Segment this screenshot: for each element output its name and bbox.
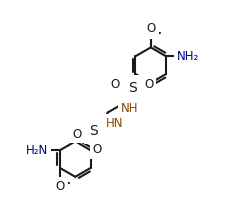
Text: H₂N: H₂N [26,144,48,157]
Text: S: S [127,81,136,95]
Text: O: O [146,22,155,35]
Text: HN: HN [106,117,123,130]
Text: O: O [144,78,153,91]
Text: O: O [72,128,81,141]
Text: O: O [55,180,64,193]
Text: O: O [92,143,101,156]
Text: O: O [110,78,119,91]
Text: NH₂: NH₂ [176,50,198,63]
Text: S: S [89,124,98,138]
Text: NH: NH [120,102,137,115]
